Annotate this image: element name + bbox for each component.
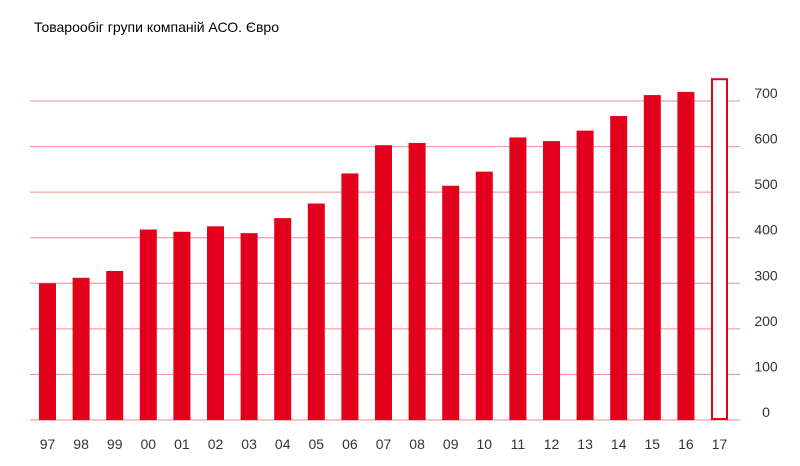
y-tick-label: 0 [762, 404, 770, 420]
bar-13 [576, 130, 594, 420]
x-tick-label: 05 [309, 436, 325, 452]
y-tick-label: 700 [754, 85, 778, 101]
bar-03 [240, 233, 258, 420]
x-tick-label: 09 [443, 436, 459, 452]
x-tick-label: 03 [241, 436, 257, 452]
x-tick-label: 10 [477, 436, 493, 452]
bar-01 [173, 231, 191, 420]
bar-11 [509, 137, 527, 420]
x-tick-label: 11 [511, 436, 526, 452]
x-tick-label: 15 [645, 436, 661, 452]
y-tick-label: 400 [754, 222, 778, 238]
bar-12 [543, 141, 560, 421]
bar-99 [106, 270, 124, 420]
bar-97 [39, 283, 56, 420]
x-tick-label: 16 [678, 436, 694, 452]
x-tick-label: 99 [107, 436, 123, 452]
y-tick-label: 300 [754, 267, 778, 283]
x-tick-label: 13 [577, 436, 593, 452]
bar-10 [475, 171, 493, 420]
x-tick-label: 12 [544, 436, 560, 452]
y-tick-label: 500 [754, 176, 778, 192]
x-tick-label: 04 [275, 436, 291, 452]
x-tick-label: 02 [208, 436, 224, 452]
bar-16 [677, 91, 695, 420]
bar-06 [341, 173, 359, 420]
x-tick-label: 17 [712, 436, 728, 452]
bar-02 [207, 226, 224, 420]
x-tick-label: 97 [40, 436, 56, 452]
bar-04 [274, 218, 292, 420]
bars [39, 78, 728, 421]
x-tick-label: 01 [174, 436, 190, 452]
y-axis-ticks: 0 100 200 300 400 500 600 700 [754, 85, 778, 420]
x-tick-label: 00 [141, 436, 157, 452]
bar-98 [72, 277, 90, 420]
bar-17 [711, 78, 728, 420]
x-axis-ticks: 97 98 99 00 01 02 03 04 05 06 07 08 09 10 11 12 13 14 15 16… [40, 436, 728, 452]
bar-14 [610, 116, 628, 420]
y-tick-label: 200 [754, 313, 778, 329]
bar-09 [442, 185, 460, 420]
bar-08 [408, 142, 426, 420]
x-tick-label: 14 [611, 436, 627, 452]
x-tick-label: 07 [376, 436, 392, 452]
x-tick-label: 06 [342, 436, 358, 452]
bar-15 [643, 95, 661, 420]
bar-07 [375, 145, 392, 420]
bar-05 [307, 203, 325, 420]
y-tick-label: 600 [754, 131, 778, 147]
chart-title: Товарообіг групи компаній АСО. Євро [34, 19, 280, 35]
x-tick-label: 98 [73, 436, 89, 452]
bar-00 [139, 229, 157, 420]
x-tick-label: 08 [409, 436, 425, 452]
y-tick-label: 100 [754, 358, 778, 374]
